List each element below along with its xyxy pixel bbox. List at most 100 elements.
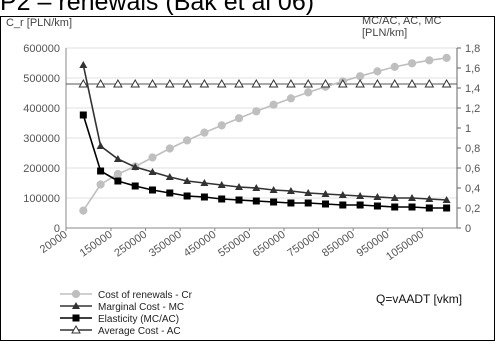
data-point bbox=[252, 107, 261, 116]
y-right-tick-label: 1,4 bbox=[465, 83, 480, 95]
data-point bbox=[113, 78, 123, 88]
data-point bbox=[95, 78, 106, 88]
data-point bbox=[130, 78, 141, 88]
data-point bbox=[373, 67, 382, 76]
data-point bbox=[286, 78, 296, 88]
data-point bbox=[390, 62, 399, 72]
data-point bbox=[320, 78, 331, 88]
legend-label: Marginal Cost - MC bbox=[98, 302, 184, 313]
data-point bbox=[268, 78, 279, 88]
data-point bbox=[390, 194, 399, 201]
series-layer bbox=[78, 53, 452, 215]
legend-marker bbox=[72, 314, 80, 322]
data-point bbox=[304, 189, 313, 196]
y-left-tick-label: 100000 bbox=[23, 193, 60, 205]
legend-label: Elasticity (MC/AC) bbox=[98, 314, 179, 325]
data-point bbox=[79, 61, 88, 68]
x-tick-label: 350000 bbox=[147, 229, 184, 260]
series-line-2 bbox=[82, 114, 447, 209]
data-point bbox=[425, 204, 433, 212]
data-point bbox=[425, 56, 434, 65]
y-left-tick-label: 300000 bbox=[23, 133, 60, 145]
right-axis-label-line2: [PLN/km] bbox=[362, 27, 407, 39]
legend-marker bbox=[71, 324, 81, 334]
data-point bbox=[373, 193, 382, 200]
x-tick-label: 250000 bbox=[112, 229, 149, 260]
y-right-tick-label: 1,8 bbox=[465, 43, 480, 55]
x-axis-label: Q=vAADT [vkm] bbox=[376, 292, 462, 306]
y-right-tick-label: 1 bbox=[465, 123, 471, 135]
data-point bbox=[339, 201, 347, 209]
data-point bbox=[200, 128, 209, 137]
data-point bbox=[442, 196, 451, 203]
data-point bbox=[216, 78, 227, 88]
data-point bbox=[200, 179, 209, 186]
data-point bbox=[183, 136, 192, 145]
data-point bbox=[183, 192, 191, 200]
data-point bbox=[356, 72, 365, 81]
data-point bbox=[183, 177, 192, 184]
data-point bbox=[235, 183, 244, 190]
y-left-tick-label: 600000 bbox=[23, 43, 60, 55]
legend-label: Average Cost - AC bbox=[98, 326, 181, 337]
data-point bbox=[322, 200, 330, 208]
data-point bbox=[96, 142, 105, 149]
data-point bbox=[148, 153, 157, 162]
data-point bbox=[286, 94, 296, 103]
data-point bbox=[131, 163, 140, 170]
x-tick-label: 750000 bbox=[285, 229, 322, 260]
x-tick-label: 550000 bbox=[216, 229, 253, 260]
x-tick-label: 1050000 bbox=[384, 229, 426, 263]
data-point bbox=[407, 78, 417, 88]
data-point bbox=[234, 78, 244, 88]
data-point bbox=[287, 199, 295, 207]
data-point bbox=[252, 184, 261, 191]
legend-marker bbox=[72, 302, 80, 309]
y-left-tick-label: 500000 bbox=[23, 73, 60, 85]
data-point bbox=[251, 78, 262, 88]
data-point bbox=[355, 78, 365, 88]
chart-title: P2 – renewals (Bak et al 06) bbox=[0, 0, 315, 16]
data-point bbox=[148, 168, 157, 175]
legend-label: Cost of renewals - Cr bbox=[98, 290, 193, 301]
data-point bbox=[200, 193, 208, 201]
data-point bbox=[234, 114, 244, 123]
data-point bbox=[407, 59, 417, 68]
data-point bbox=[78, 78, 89, 88]
data-point bbox=[79, 206, 88, 215]
y-right-tick-label: 0 bbox=[465, 223, 471, 235]
data-point bbox=[303, 78, 314, 88]
data-point bbox=[442, 53, 451, 63]
data-point bbox=[96, 180, 105, 189]
left-axis-label: C_r [PLN/km] bbox=[6, 17, 72, 29]
y-right-tick-label: 0,4 bbox=[465, 183, 480, 195]
data-point bbox=[424, 78, 435, 88]
data-point bbox=[182, 78, 192, 88]
data-point bbox=[391, 203, 399, 211]
axes bbox=[65, 47, 461, 231]
data-point bbox=[441, 78, 452, 88]
data-point bbox=[113, 169, 123, 179]
data-point bbox=[408, 203, 416, 211]
data-point bbox=[114, 177, 122, 185]
data-point bbox=[389, 78, 400, 88]
data-point bbox=[165, 173, 174, 180]
legend-marker bbox=[71, 289, 81, 299]
y-right-tick-label: 0,2 bbox=[465, 203, 480, 215]
data-point bbox=[149, 186, 157, 194]
tick-labels: 0 100000 200000 300000 400000 500000 600000 0 0,… bbox=[23, 43, 480, 263]
data-point bbox=[164, 78, 175, 88]
data-point bbox=[356, 192, 365, 199]
data-point bbox=[199, 78, 210, 88]
data-point bbox=[443, 204, 451, 212]
data-point bbox=[373, 202, 381, 210]
data-point bbox=[304, 199, 312, 207]
x-tick-label: 150000 bbox=[78, 229, 115, 260]
y-left-tick-label: 200000 bbox=[23, 163, 60, 175]
data-point bbox=[269, 186, 278, 193]
x-tick-label: 650000 bbox=[251, 229, 288, 260]
data-point bbox=[165, 144, 174, 153]
y-right-tick-label: 1,2 bbox=[465, 103, 480, 115]
data-point bbox=[252, 197, 260, 205]
data-point bbox=[338, 191, 347, 198]
